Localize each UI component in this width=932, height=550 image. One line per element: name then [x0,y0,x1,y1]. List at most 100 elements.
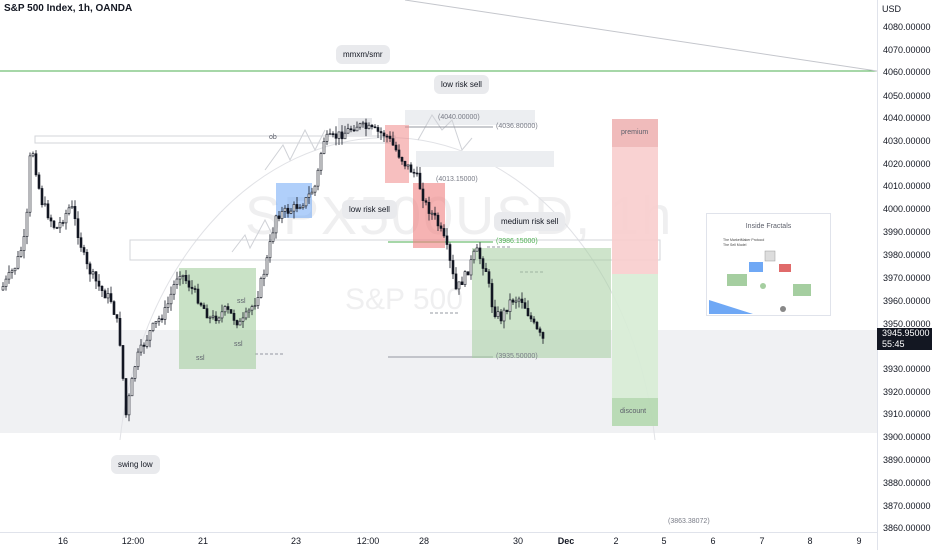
candle-body [292,204,296,212]
candle-body [418,172,422,190]
candle-body [202,304,206,309]
time-label: Dec [557,536,575,546]
chart-pane[interactable]: SPX500USD, 1h S&P 500 [0,0,877,532]
candle-body [307,193,311,198]
candle-body [256,297,260,306]
time-scale[interactable] [0,532,877,550]
candle-body [499,311,503,322]
price-label: 3890.00000 [883,455,931,465]
candle-body [217,317,221,322]
candle-body [325,133,329,142]
price-label: 3950.00000 [883,319,931,329]
candle-body [166,303,170,308]
candle-body [226,306,230,310]
candle-body [502,309,506,322]
candle-body [286,207,290,214]
candle-body [103,290,107,299]
candle-body [25,211,29,237]
candle-body [151,322,155,331]
candle-body [124,378,128,416]
chart-title[interactable]: S&P 500 Index, 1h, OANDA [4,3,133,14]
candle-body [352,129,356,132]
candle-body [232,313,236,321]
candle-body [175,278,179,285]
grey-box-4025 [416,151,554,167]
candle-body [118,318,122,346]
candle-body [160,318,164,321]
candlestick-series [1,118,545,422]
price-label: 3990.00000 [883,227,931,237]
currency-label: USD [882,4,902,14]
candle-body [526,308,530,317]
candle-body [358,123,362,128]
candle-body [406,164,410,167]
candle-body [85,251,89,265]
candle-body [208,316,212,319]
callout-swing-low[interactable]: swing low [111,455,160,474]
level-label-3935: (3935.50000) [496,353,538,360]
candle-body [295,204,299,209]
candle-body [505,309,509,312]
price-label: 3980.00000 [883,250,931,260]
ssl-label-b: ssl [234,341,243,348]
callout-mmxm[interactable]: mmxm/smr [336,45,390,64]
callout-low-risk-sell-top[interactable]: low risk sell [434,75,489,94]
price-label: 4060.00000 [883,67,931,77]
candle-body [388,135,392,139]
candle-body [448,244,452,261]
candle-body [340,131,344,140]
candle-body [22,236,26,251]
candle-body [538,328,542,333]
price-label: 3860.00000 [883,523,931,533]
candle-body [190,286,194,289]
callout-medium-risk-sell[interactable]: medium risk sell [494,212,566,231]
candle-body [442,228,446,237]
price-label: 4020.00000 [883,159,931,169]
candle-body [79,237,83,248]
candle-body [364,122,368,129]
price-scale[interactable] [877,0,932,550]
time-label: 12:00 [356,536,380,546]
candle-body [337,131,341,139]
candle-body [67,207,71,214]
candle-body [475,247,479,252]
price-label: 3970.00000 [883,273,931,283]
level-label-4036: (4036.80000) [496,123,538,130]
range-box [129,239,661,261]
callout-low-risk-sell-mid[interactable]: low risk sell [342,200,397,219]
price-label: 3930.00000 [883,364,931,374]
time-label: 12:00 [121,536,145,546]
candle-body [379,131,383,134]
candle-body [490,283,494,308]
current-price: 3945.95000 [882,328,930,338]
candle-body [136,351,140,368]
inside-fractals-inset[interactable]: Inside Fractals The MarketMaker Protocol… [706,213,831,316]
level-label-4040: (4040.00000) [438,114,480,121]
candle-body [349,128,353,131]
candle-body [316,169,320,187]
time-label: 23 [290,536,302,546]
candle-body [439,225,443,229]
inset-subtitle-1: The MarketMaker Protocol [723,238,765,242]
inset-title: Inside Fractals [745,223,792,230]
price-label: 4080.00000 [883,22,931,32]
candle-body [298,207,302,209]
candle-body [163,307,167,320]
candle-body [259,278,263,298]
candle-body [121,345,125,379]
candle-body [517,298,521,302]
candle-body [424,200,428,203]
candle-body [241,317,245,322]
price-label: 3910.00000 [883,409,931,419]
candle-body [421,188,425,201]
candle-body [520,298,524,303]
candle-body [268,241,272,259]
name-watermark: S&P 500 [345,283,463,316]
candle-body [415,172,419,175]
candle-body [223,306,227,313]
candle-body [76,218,80,238]
candle-body [28,155,32,213]
candle-body [289,210,293,214]
candle-body [463,271,467,285]
